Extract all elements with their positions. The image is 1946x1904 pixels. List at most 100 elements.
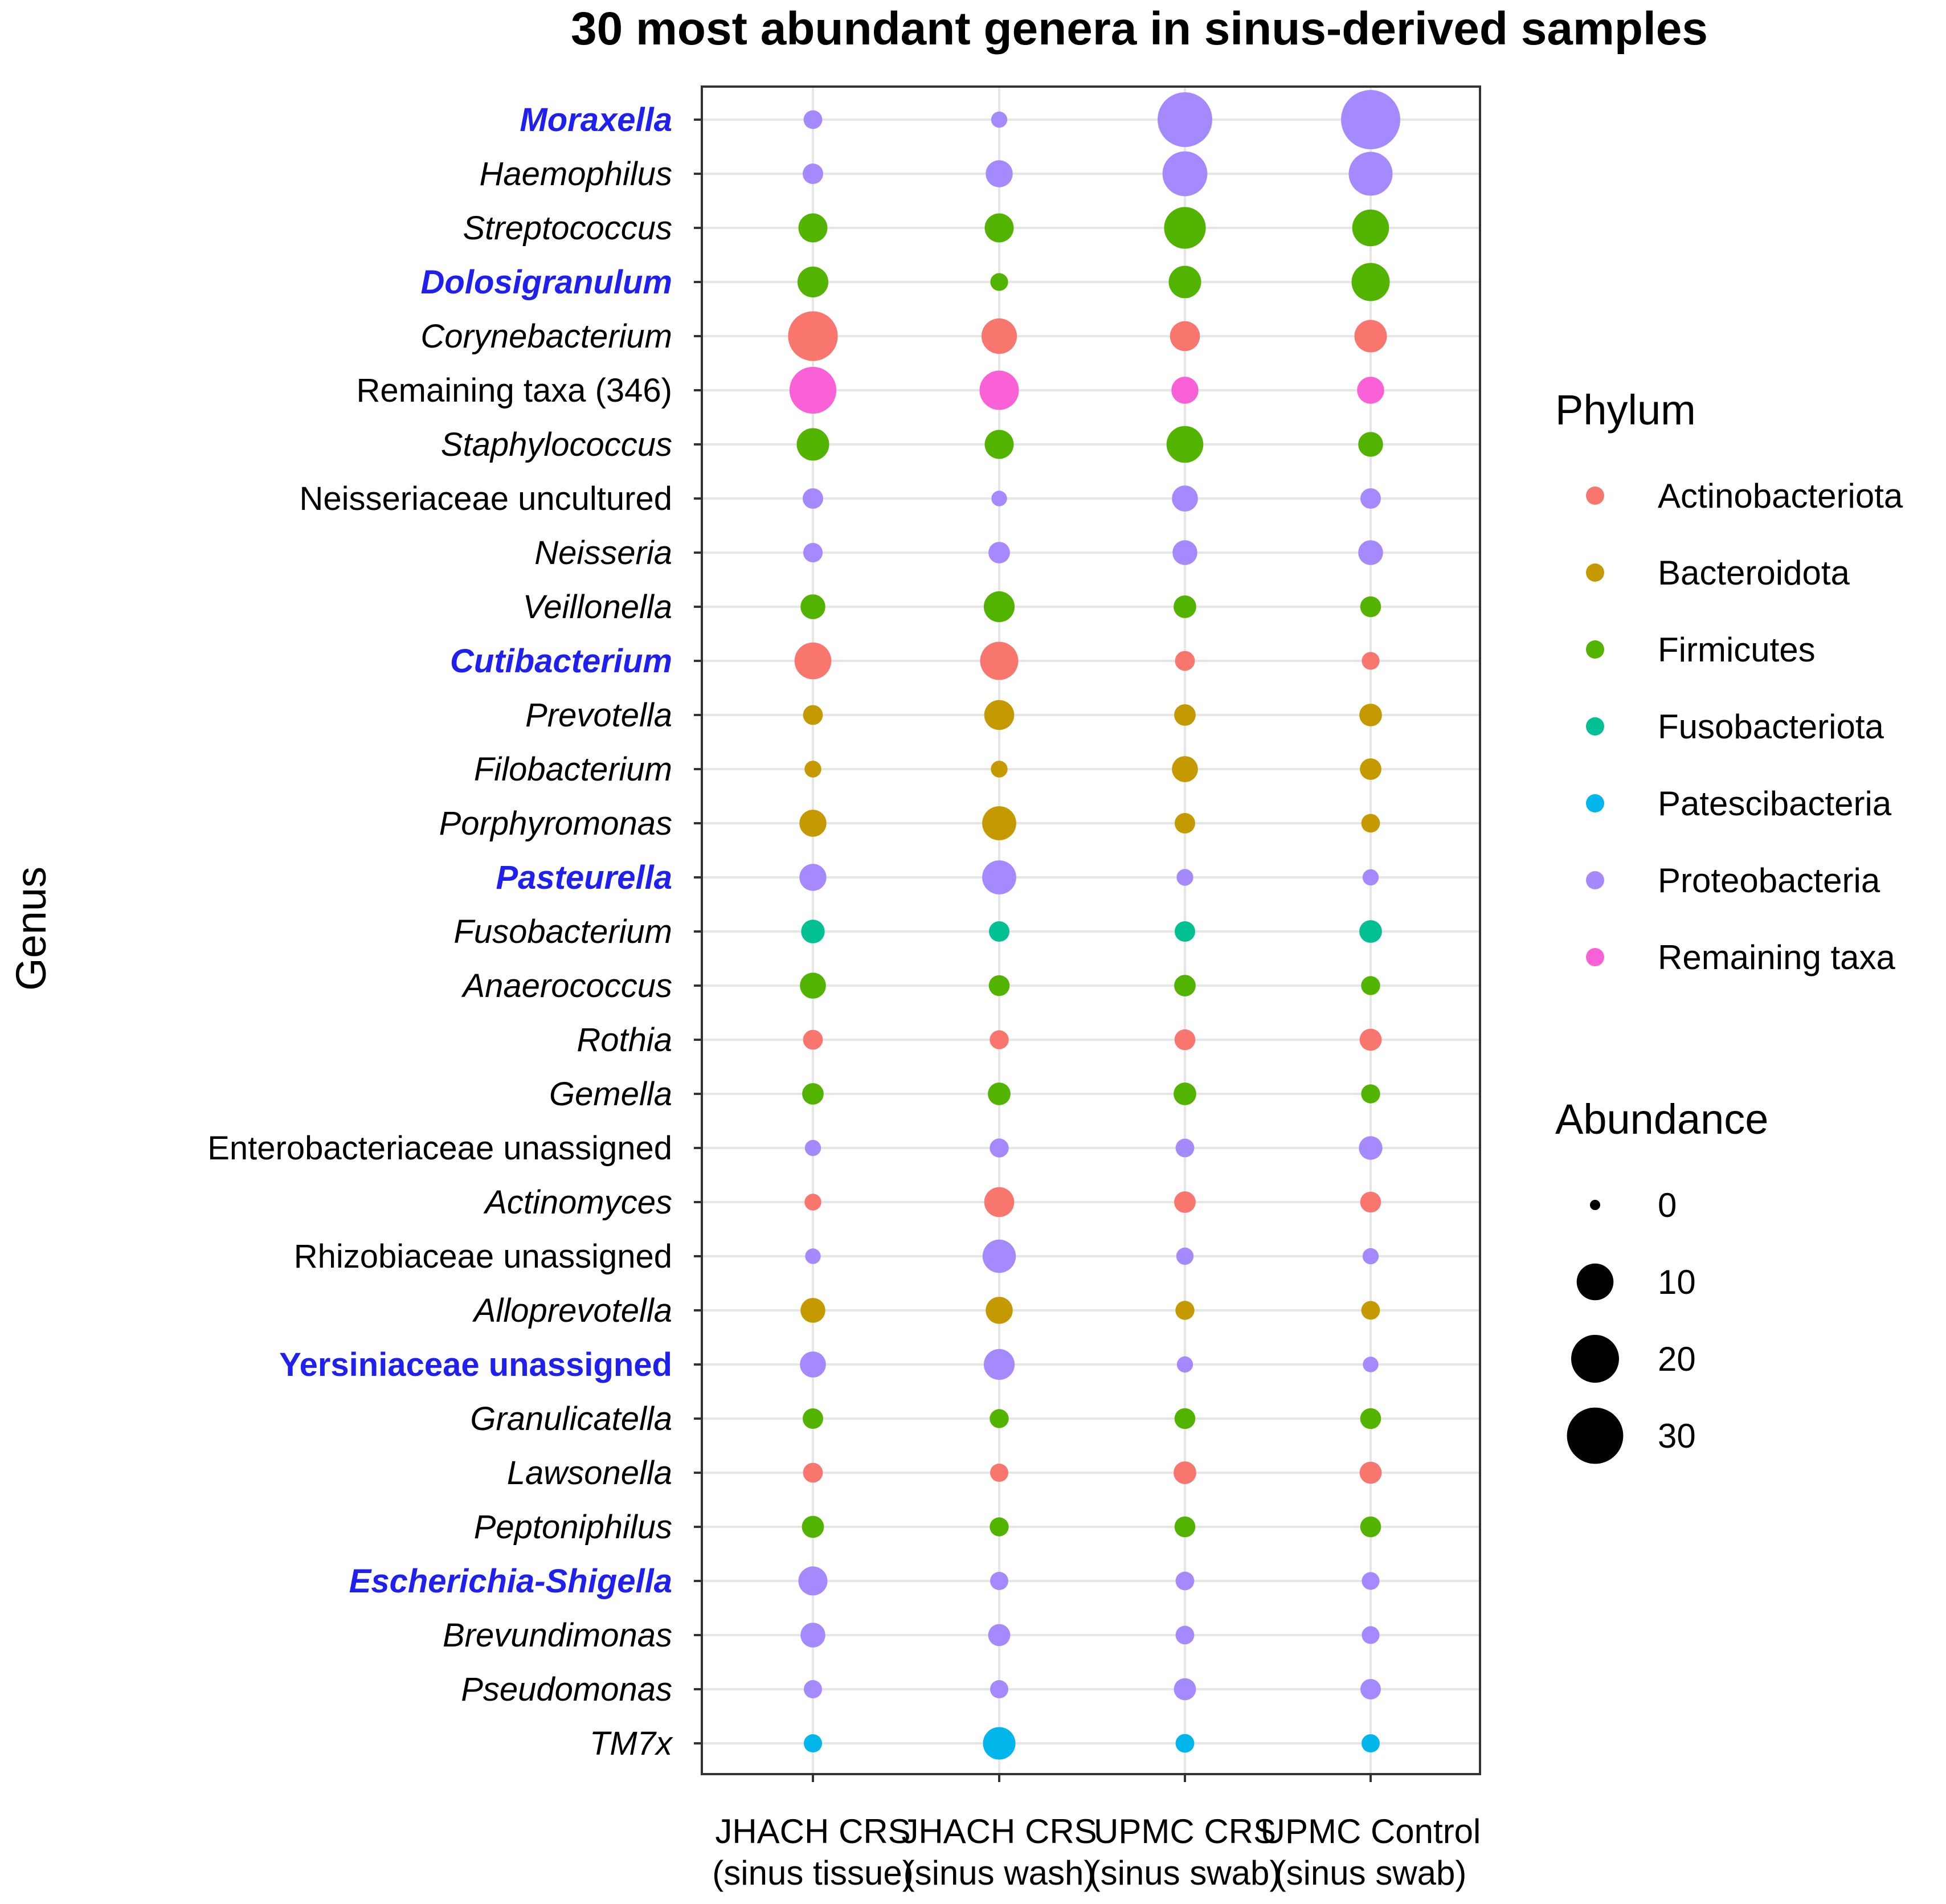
point-cutibacterium-3: [1175, 651, 1195, 671]
point-tm7x-1: [804, 1734, 822, 1752]
legend-key-bacteroidota: [1586, 563, 1604, 582]
y-axis-label: Genus: [7, 867, 55, 991]
point-alloprevotella-4: [1361, 1301, 1380, 1320]
legend-size-key-20: [1571, 1335, 1619, 1383]
y-tick-label-moraxella: Moraxella: [520, 101, 672, 138]
legend-size-label-10: 10: [1658, 1263, 1696, 1301]
y-tick-label-anaerococcus: Anaerococcus: [461, 967, 672, 1004]
x-tick-label: JHACH CRS: [901, 1812, 1097, 1850]
x-tick-sublabel: (sinus tissue): [712, 1854, 913, 1892]
point-dolosigranulum-3: [1168, 265, 1201, 299]
y-tick-label-rhizobiaceae-unassigned: Rhizobiaceae unassigned: [294, 1238, 672, 1275]
point-dolosigranulum-2: [990, 273, 1008, 291]
point-prevotella-3: [1174, 704, 1196, 726]
y-tick-label-neisseriaceae-uncultured: Neisseriaceae uncultured: [300, 480, 672, 517]
point-yersiniaceae-unassigned-1: [800, 1351, 826, 1378]
point-remaining-taxa-346-2: [979, 370, 1019, 410]
point-pasteurella-3: [1176, 869, 1193, 886]
legend-key-remaining-taxa: [1586, 948, 1604, 966]
point-streptococcus-1: [798, 213, 828, 243]
point-prevotella-4: [1359, 704, 1382, 726]
legend-label-fusobacteriota: Fusobacteriota: [1658, 708, 1884, 746]
point-anaerococcus-3: [1174, 975, 1196, 996]
point-alloprevotella-3: [1175, 1301, 1195, 1320]
point-staphylococcus-1: [796, 428, 829, 461]
point-escherichia-shigella-2: [990, 1572, 1008, 1590]
point-neisseria-2: [988, 542, 1010, 563]
point-cutibacterium-2: [980, 642, 1019, 680]
point-pseudomonas-3: [1174, 1678, 1196, 1701]
y-tick-label-remaining-taxa-346: Remaining taxa (346): [356, 372, 672, 409]
legend-abundance: 0 10 20 30: [1567, 1186, 1696, 1464]
point-streptococcus-2: [984, 213, 1014, 243]
point-haemophilus-1: [803, 164, 823, 184]
point-yersiniaceae-unassigned-2: [983, 1349, 1015, 1380]
y-tick-label-pseudomonas: Pseudomonas: [461, 1671, 672, 1708]
point-neisseria-3: [1172, 540, 1197, 565]
point-filobacterium-4: [1360, 758, 1381, 780]
point-actinomyces-1: [804, 1194, 821, 1211]
point-staphylococcus-2: [984, 430, 1014, 459]
point-gemella-4: [1361, 1084, 1380, 1104]
point-anaerococcus-4: [1361, 976, 1380, 995]
y-tick-label-yersiniaceae-unassigned: Yersiniaceae unassigned: [279, 1346, 672, 1383]
point-neisseria-4: [1358, 540, 1383, 565]
point-pasteurella-2: [982, 860, 1016, 894]
point-remaining-taxa-346-3: [1171, 377, 1199, 404]
y-tick-label-tm7x: TM7x: [590, 1725, 673, 1762]
point-rothia-3: [1174, 1029, 1196, 1051]
y-tick-label-rothia: Rothia: [577, 1022, 672, 1059]
y-tick-label-haemophilus: Haemophilus: [479, 156, 672, 193]
y-tick-label-corynebacterium: Corynebacterium: [420, 318, 672, 355]
point-pseudomonas-1: [804, 1680, 822, 1698]
x-tick-label: UPMC CRS: [1094, 1812, 1276, 1850]
legend-phylum-title: Phylum: [1555, 386, 1696, 434]
point-peptoniphilus-3: [1174, 1516, 1196, 1538]
y-tick-label-staphylococcus: Staphylococcus: [441, 426, 672, 463]
chart-title: 30 most abundant genera in sinus-derived…: [571, 3, 1708, 55]
point-rhizobiaceae-unassigned-1: [805, 1248, 821, 1264]
legend-phylum: Actinobacteriota Bacteroidota Firmicutes Fu…: [1586, 477, 1903, 976]
point-rhizobiaceae-unassigned-3: [1176, 1247, 1194, 1265]
point-actinomyces-2: [984, 1187, 1015, 1217]
gridlines: [702, 87, 1480, 1774]
legend-key-fusobacteriota: [1586, 717, 1604, 736]
point-pseudomonas-4: [1360, 1679, 1381, 1699]
point-veillonella-3: [1174, 595, 1196, 618]
y-tick-label-filobacterium: Filobacterium: [474, 751, 672, 788]
y-tick-label-neisseria: Neisseria: [534, 534, 672, 571]
data-points: [788, 90, 1400, 1760]
point-veillonella-2: [983, 591, 1015, 623]
y-tick-label-porphyromonas: Porphyromonas: [439, 805, 672, 842]
point-fusobacterium-1: [801, 920, 825, 943]
point-porphyromonas-1: [799, 810, 827, 837]
point-anaerococcus-2: [988, 975, 1010, 996]
point-neisseriaceae-uncultured-2: [991, 491, 1007, 506]
point-enterobacteriaceae-unassigned-4: [1359, 1136, 1383, 1160]
point-rothia-2: [990, 1030, 1009, 1049]
point-neisseria-1: [803, 542, 823, 563]
point-escherichia-shigella-3: [1175, 1571, 1195, 1591]
legend-key-patescibacteria: [1586, 794, 1604, 812]
point-lawsonella-2: [990, 1464, 1008, 1482]
legend-key-firmicutes: [1586, 640, 1604, 659]
point-haemophilus-3: [1162, 151, 1208, 197]
legend-label-proteobacteria: Proteobacteria: [1658, 861, 1880, 900]
y-tick-label-granulicatella: Granulicatella: [470, 1400, 672, 1437]
point-gemella-2: [988, 1082, 1011, 1105]
point-remaining-taxa-346-1: [789, 366, 837, 414]
point-cutibacterium-4: [1362, 652, 1380, 670]
point-yersiniaceae-unassigned-4: [1363, 1357, 1379, 1372]
point-granulicatella-4: [1360, 1408, 1381, 1429]
point-dolosigranulum-1: [797, 266, 829, 298]
point-actinomyces-4: [1360, 1191, 1381, 1213]
y-tick-label-actinomyces: Actinomyces: [483, 1184, 672, 1221]
point-brevundimonas-2: [988, 1624, 1011, 1646]
y-tick-label-peptoniphilus: Peptoniphilus: [474, 1509, 672, 1546]
point-moraxella-1: [803, 110, 823, 129]
point-prevotella-2: [984, 700, 1015, 730]
legend-key-proteobacteria: [1586, 871, 1604, 889]
legend-size-key-30: [1567, 1407, 1624, 1464]
